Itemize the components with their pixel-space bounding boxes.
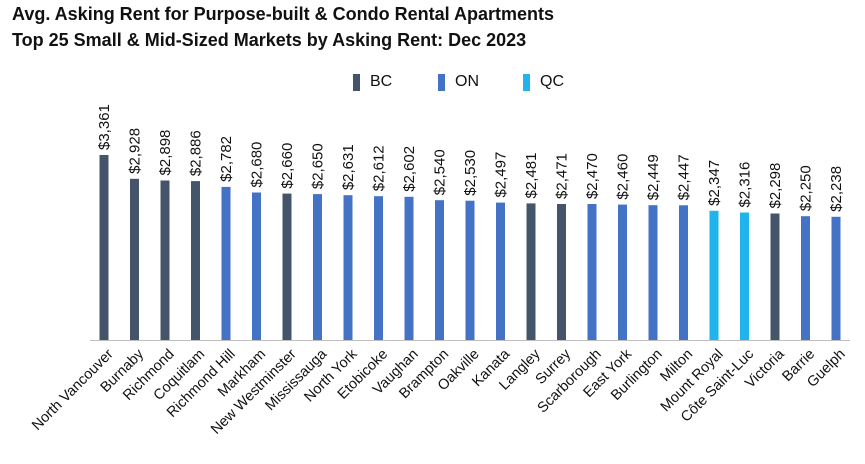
data-label-victoria: $2,298 bbox=[767, 163, 784, 209]
bar-cote-saint-luc bbox=[740, 212, 749, 340]
bar-barrie bbox=[801, 216, 810, 340]
data-label-surrey: $2,471 bbox=[554, 153, 571, 199]
bar-scarborough bbox=[587, 204, 597, 340]
bar-richmond-hill bbox=[221, 186, 231, 340]
legend-swatch-bc bbox=[353, 73, 360, 91]
bar-guelph bbox=[831, 216, 841, 340]
data-label-burnaby: $2,928 bbox=[127, 128, 144, 174]
bar-new-westminster bbox=[282, 193, 292, 340]
legend: BC ON QC bbox=[0, 70, 865, 94]
bar-milton bbox=[679, 205, 688, 340]
legend-label-on: ON bbox=[455, 73, 479, 90]
data-label-richmond: $2,898 bbox=[157, 130, 174, 176]
data-label-guelph: $2,238 bbox=[828, 166, 845, 212]
legend-item-qc: QC bbox=[523, 70, 564, 94]
bar-surrey bbox=[557, 204, 566, 340]
legend-swatch-on bbox=[438, 73, 445, 91]
data-label-kanata: $2,497 bbox=[493, 152, 510, 198]
data-label-milton: $2,447 bbox=[676, 154, 693, 200]
bar-coquitlam bbox=[191, 181, 200, 340]
data-label-richmond-hill: $2,782 bbox=[218, 136, 235, 182]
data-label-vaughan: $2,602 bbox=[401, 146, 418, 192]
bar-victoria bbox=[770, 213, 780, 340]
bar-north-vancouver bbox=[99, 155, 109, 340]
data-label-etobicoke: $2,612 bbox=[371, 145, 388, 191]
bar-mount-royal bbox=[709, 210, 719, 340]
legend-swatch-qc bbox=[523, 73, 530, 91]
data-label-langley: $2,481 bbox=[523, 153, 540, 199]
data-label-north-vancouver: $3,361 bbox=[96, 104, 113, 150]
bar-oakville bbox=[465, 200, 475, 340]
data-label-brampton: $2,540 bbox=[432, 149, 449, 195]
data-label-barrie: $2,250 bbox=[798, 165, 815, 211]
data-label-oakville: $2,530 bbox=[462, 150, 479, 196]
bar-burlington bbox=[648, 205, 658, 340]
bar-etobicoke bbox=[374, 196, 383, 340]
data-label-east-york: $2,460 bbox=[615, 154, 632, 200]
bar-burnaby bbox=[130, 178, 139, 340]
bar-langley bbox=[526, 203, 536, 340]
data-label-coquitlam: $2,886 bbox=[188, 130, 205, 176]
data-label-mount-royal: $2,347 bbox=[706, 160, 723, 206]
bar-richmond bbox=[160, 180, 170, 340]
bar-vaughan bbox=[404, 196, 414, 340]
bar-kanata bbox=[496, 202, 505, 340]
legend-item-on: ON bbox=[438, 70, 479, 94]
data-label-markham: $2,680 bbox=[249, 142, 266, 188]
data-label-scarborough: $2,470 bbox=[584, 153, 601, 199]
legend-label-qc: QC bbox=[540, 73, 564, 90]
bar-east-york bbox=[618, 204, 627, 340]
legend-label-bc: BC bbox=[370, 73, 393, 90]
data-label-mississauga: $2,650 bbox=[310, 143, 327, 189]
chart-subtitle: Top 25 Small & Mid-Sized Markets by Aski… bbox=[12, 30, 527, 50]
bar-mississauga bbox=[313, 194, 322, 340]
legend-item-bc: BC bbox=[353, 70, 392, 94]
data-label-cote-saint-luc: $2,316 bbox=[737, 162, 754, 208]
data-label-new-westminster: $2,660 bbox=[279, 143, 296, 189]
chart-title: Avg. Asking Rent for Purpose-built & Con… bbox=[12, 4, 555, 24]
bar-brampton bbox=[435, 200, 444, 340]
data-label-burlington: $2,449 bbox=[645, 154, 662, 200]
bar-markham bbox=[252, 192, 261, 340]
bar-north-york bbox=[343, 195, 353, 340]
data-label-north-york: $2,631 bbox=[340, 144, 357, 190]
